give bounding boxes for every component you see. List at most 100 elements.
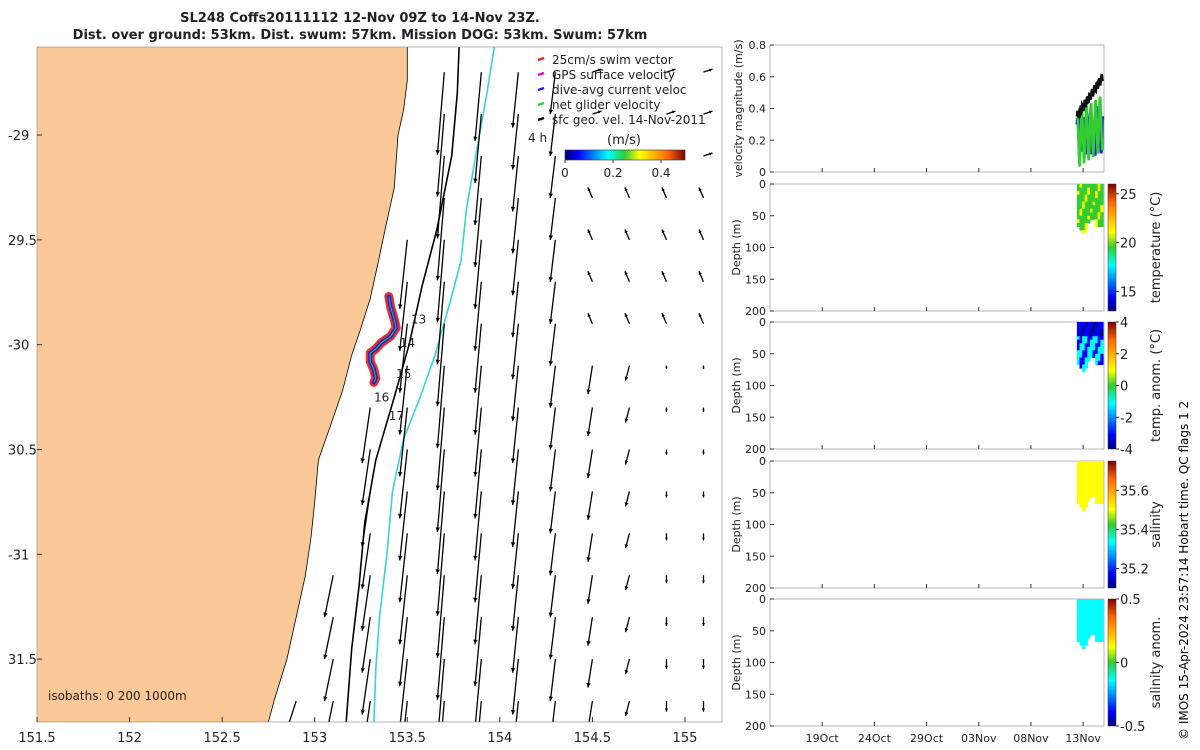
profile-cell bbox=[1084, 205, 1088, 210]
profile-cell bbox=[1087, 332, 1091, 337]
profile-cell bbox=[1100, 198, 1104, 203]
profile-cell bbox=[1097, 222, 1101, 227]
geo-velocity-arrow bbox=[624, 533, 631, 549]
profile-cell bbox=[1076, 350, 1081, 355]
velocity-panel-frame bbox=[769, 44, 1105, 173]
profile-cell bbox=[1076, 346, 1081, 351]
profile-cell bbox=[1076, 198, 1081, 203]
geo-velocity-arrow bbox=[698, 271, 705, 283]
geo-velocity-head bbox=[624, 586, 629, 591]
geo-velocity-shaft bbox=[399, 407, 408, 477]
profile-cell bbox=[1100, 464, 1104, 469]
geo-velocity-head bbox=[587, 229, 591, 234]
geo-velocity-shaft bbox=[323, 658, 334, 702]
geo-velocity-head bbox=[702, 537, 705, 541]
profile-cell bbox=[1087, 194, 1091, 199]
geo-velocity-arrow bbox=[586, 575, 594, 604]
profile-cell bbox=[1082, 599, 1086, 604]
geo-velocity-shaft bbox=[436, 72, 445, 155]
geo-velocity-head bbox=[398, 304, 403, 309]
profile-cell bbox=[1076, 339, 1081, 344]
profile-cell bbox=[1100, 191, 1104, 196]
profile-ylabel: Depth (m) bbox=[730, 496, 743, 552]
geo-velocity-arrow bbox=[515, 700, 519, 722]
geo-velocity-arrow bbox=[548, 575, 557, 618]
profile-cell bbox=[1097, 187, 1101, 192]
geo-velocity-arrow bbox=[548, 239, 557, 282]
geo-velocity-arrow bbox=[624, 658, 631, 675]
geo-velocity-head bbox=[586, 473, 591, 478]
profile-cell bbox=[1076, 329, 1081, 334]
day-label: 13 bbox=[411, 313, 426, 327]
profile-cell bbox=[1100, 485, 1104, 490]
geo-velocity-head bbox=[360, 709, 365, 715]
profile-cell bbox=[1082, 194, 1086, 199]
geo-velocity-head bbox=[548, 277, 553, 282]
profile-cell bbox=[1097, 623, 1101, 628]
geo-velocity-head bbox=[664, 665, 668, 669]
geo-velocity-shaft bbox=[512, 365, 519, 422]
profile-cell bbox=[1092, 353, 1096, 358]
profile-cell bbox=[1079, 343, 1083, 348]
profile-cell bbox=[1089, 205, 1094, 210]
profile-cell bbox=[1097, 350, 1101, 355]
geo-velocity-shaft bbox=[436, 449, 445, 533]
profile-cell bbox=[1079, 602, 1083, 607]
profile-cell bbox=[1092, 606, 1096, 611]
geo-velocity-head bbox=[473, 555, 478, 561]
profile-cell bbox=[1100, 322, 1104, 327]
geo-velocity-head bbox=[510, 458, 516, 464]
profile-panel-frame bbox=[769, 183, 1105, 312]
profile-cell bbox=[1092, 475, 1096, 480]
colorbar-tick-label: 4 bbox=[1120, 316, 1128, 331]
profile-cell bbox=[1095, 212, 1099, 217]
geo-velocity-shaft bbox=[474, 575, 482, 645]
profile-cell bbox=[1082, 489, 1086, 494]
profile-cell bbox=[1084, 627, 1088, 632]
profile-cell bbox=[1082, 496, 1086, 501]
legend-entry: GPS surface velocity bbox=[552, 68, 675, 82]
legend-entry: sfc geo. vel. 14-Nov-2011 bbox=[552, 113, 706, 127]
geo-velocity-head bbox=[435, 149, 440, 155]
profile-cell bbox=[1082, 215, 1086, 220]
profile-y-tick-label: 50 bbox=[752, 625, 766, 638]
map-colorbar-label: (m/s) bbox=[607, 133, 641, 148]
geo-velocity-shaft bbox=[549, 155, 557, 199]
geo-velocity-head bbox=[624, 711, 629, 717]
profile-cell bbox=[1079, 364, 1083, 369]
profile-cell bbox=[1084, 471, 1088, 476]
profile-y-tick-label: 0 bbox=[759, 178, 766, 191]
profile-cell bbox=[1100, 499, 1104, 504]
profile-cell bbox=[1100, 609, 1104, 614]
profile-y-tick-label: 150 bbox=[745, 550, 766, 563]
profile-cell bbox=[1084, 606, 1088, 611]
profile-cell bbox=[1082, 212, 1086, 217]
profile-cell bbox=[1079, 215, 1083, 220]
profile-cell bbox=[1076, 461, 1081, 466]
profile-cell bbox=[1076, 478, 1081, 483]
profile-cell bbox=[1092, 602, 1096, 607]
profile-cell bbox=[1097, 201, 1101, 206]
profile-cell bbox=[1092, 343, 1096, 348]
geo-velocity-head bbox=[698, 229, 702, 234]
profile-cell bbox=[1076, 325, 1081, 330]
geo-velocity-head bbox=[323, 654, 328, 660]
profile-cell bbox=[1079, 212, 1083, 217]
geo-velocity-head bbox=[672, 68, 676, 72]
profile-cell bbox=[1089, 346, 1094, 351]
profile-cell bbox=[1089, 482, 1094, 487]
profile-cell bbox=[1100, 339, 1104, 344]
profile-cell bbox=[1084, 215, 1088, 220]
profile-cell bbox=[1084, 353, 1088, 358]
profile-cell bbox=[1097, 489, 1101, 494]
profile-cell bbox=[1097, 194, 1101, 199]
profile-cell bbox=[1089, 339, 1094, 344]
geo-velocity-arrow bbox=[435, 491, 445, 574]
geo-velocity-shaft bbox=[549, 449, 557, 492]
geo-velocity-head bbox=[398, 597, 403, 603]
geo-velocity-head bbox=[624, 544, 629, 549]
profile-cell bbox=[1092, 184, 1096, 189]
profile-cell bbox=[1100, 336, 1104, 341]
geo-velocity-shaft bbox=[512, 659, 519, 715]
legend-swatch bbox=[537, 101, 545, 107]
